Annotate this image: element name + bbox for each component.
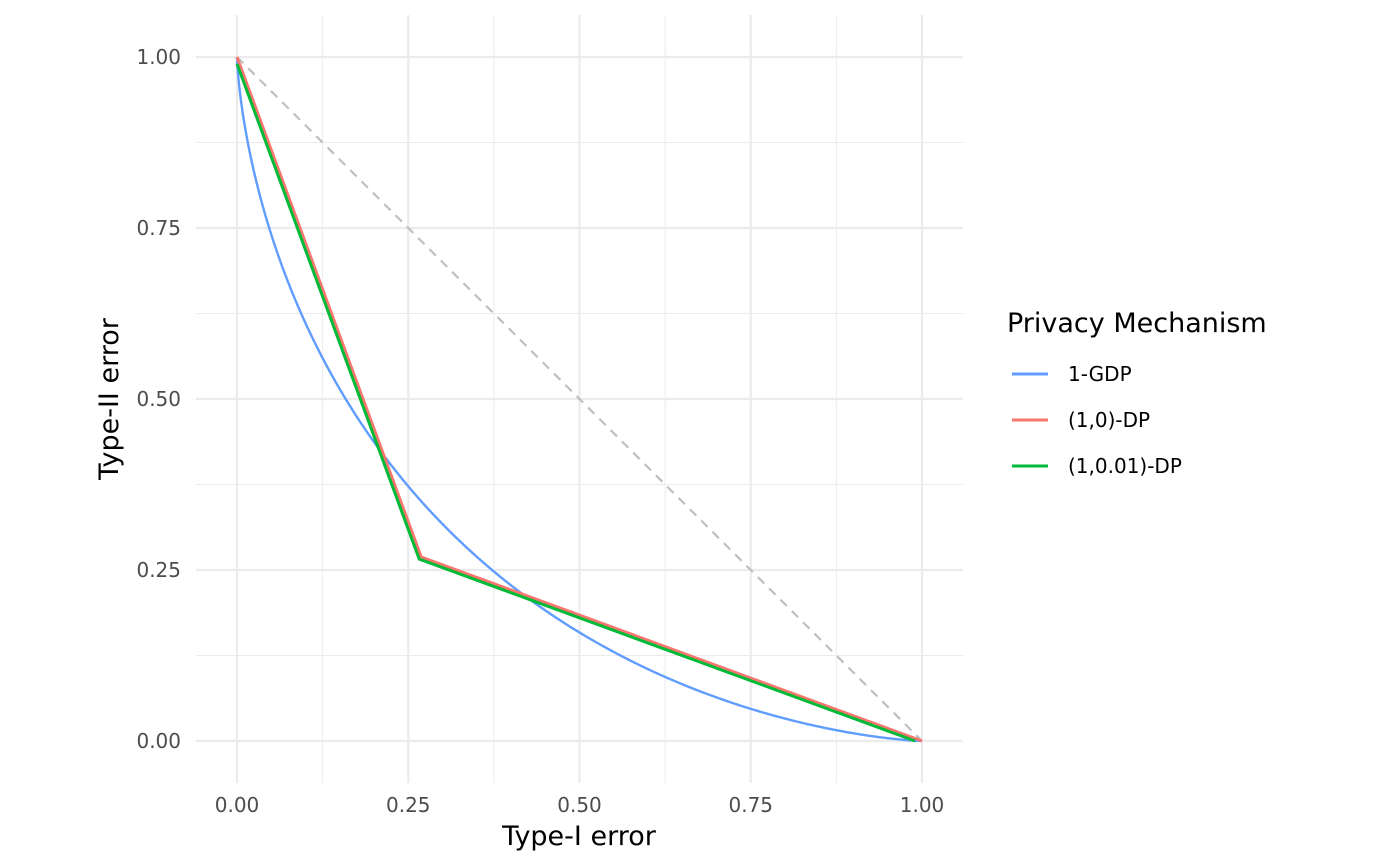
legend: Privacy Mechanism 1-GDP (1,0)-DP (1,0.01)-… bbox=[1007, 308, 1267, 478]
x-tick-label: 0.25 bbox=[386, 793, 431, 817]
y-tick-label: 0.75 bbox=[136, 216, 181, 240]
x-axis-title: Type-I error bbox=[501, 821, 657, 852]
x-tick-label: 0.00 bbox=[215, 793, 260, 817]
y-tick-label: 1.00 bbox=[136, 45, 181, 69]
x-tick-label: 0.50 bbox=[557, 793, 602, 817]
series-layer bbox=[235, 55, 923, 743]
reference-diagonal-line bbox=[236, 56, 923, 742]
y-tick-label: 0.00 bbox=[136, 729, 181, 753]
y-axis-title: Type-II error bbox=[94, 317, 125, 481]
series-line-1-0-dp bbox=[235, 56, 923, 743]
x-axis-ticks: 0.00 0.25 0.50 0.75 1.00 bbox=[215, 793, 945, 817]
legend-title: Privacy Mechanism bbox=[1007, 308, 1267, 339]
grid-major bbox=[196, 15, 963, 783]
legend-item-label: (1,0)-DP bbox=[1068, 408, 1150, 432]
x-tick-label: 0.75 bbox=[728, 793, 773, 817]
legend-item-label: 1-GDP bbox=[1068, 362, 1132, 386]
x-tick-label: 1.00 bbox=[900, 793, 945, 817]
y-tick-label: 0.50 bbox=[136, 387, 181, 411]
series-line-1-0-01-dp bbox=[235, 63, 916, 743]
reference-layer bbox=[236, 56, 923, 742]
legend-item-label: (1,0.01)-DP bbox=[1068, 454, 1182, 478]
y-tick-label: 0.25 bbox=[136, 558, 181, 582]
legend-items: 1-GDP (1,0)-DP (1,0.01)-DP bbox=[1012, 362, 1182, 478]
y-axis-ticks: 0.00 0.25 0.50 0.75 1.00 bbox=[136, 45, 181, 753]
